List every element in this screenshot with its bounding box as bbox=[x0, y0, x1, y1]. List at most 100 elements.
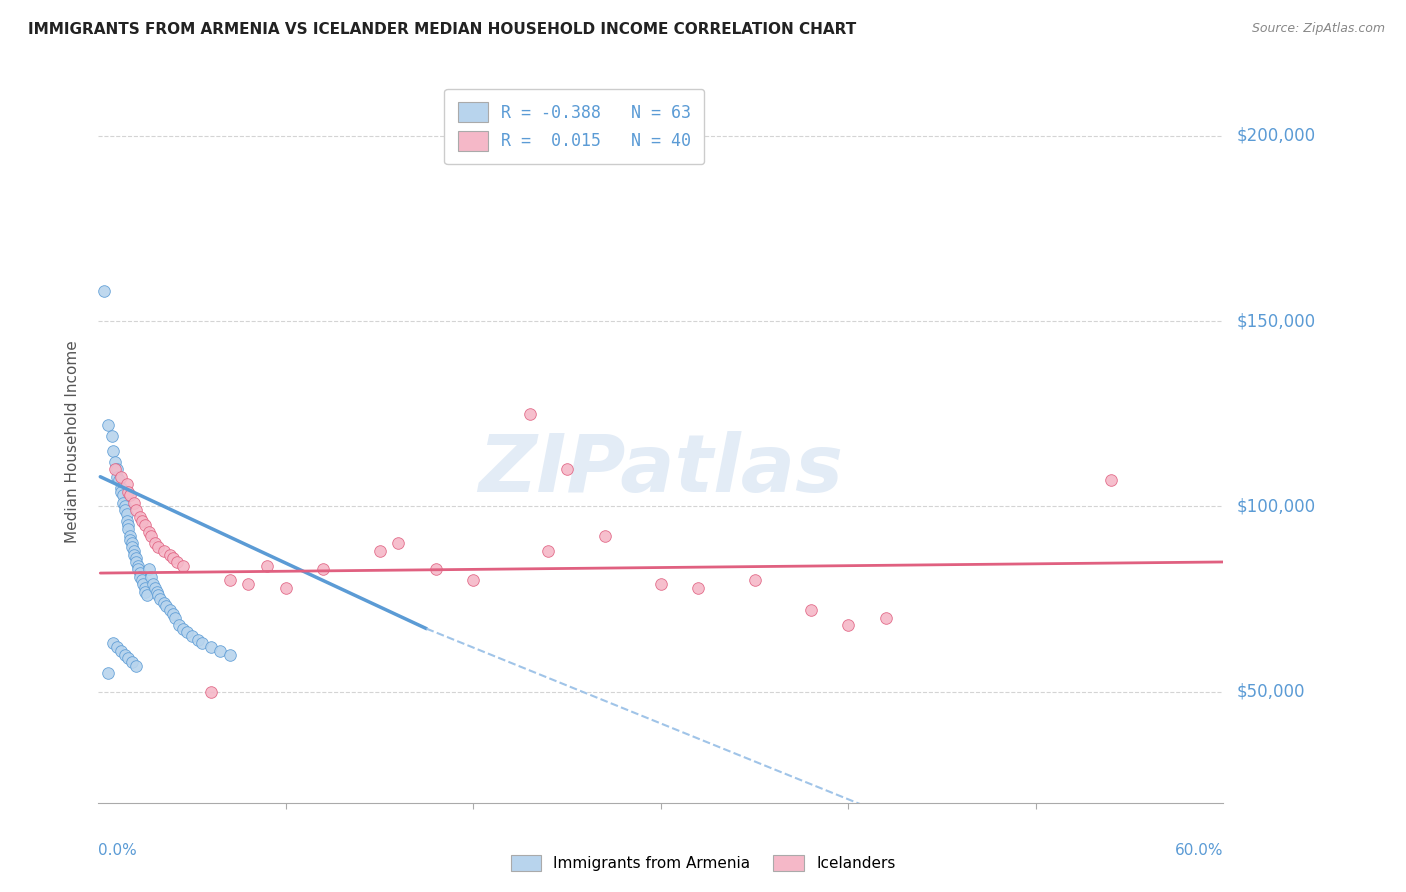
Point bbox=[148, 540, 170, 554]
Point bbox=[134, 581, 156, 595]
Text: ZIPatlas: ZIPatlas bbox=[478, 432, 844, 509]
Point bbox=[153, 596, 176, 610]
Point bbox=[800, 603, 823, 617]
Point bbox=[121, 655, 143, 669]
Point bbox=[117, 522, 139, 536]
Point bbox=[104, 462, 127, 476]
Point bbox=[172, 558, 194, 573]
Point bbox=[117, 651, 139, 665]
Point bbox=[143, 536, 166, 550]
Point bbox=[120, 488, 142, 502]
Point bbox=[100, 429, 122, 443]
Point bbox=[125, 503, 148, 517]
Point bbox=[93, 285, 115, 299]
Legend: R = -0.388   N = 63, R =  0.015   N = 40: R = -0.388 N = 63, R = 0.015 N = 40 bbox=[444, 88, 704, 164]
Point bbox=[110, 644, 132, 658]
Point bbox=[110, 469, 132, 483]
Point bbox=[108, 474, 131, 488]
Point bbox=[134, 584, 156, 599]
Point bbox=[97, 417, 120, 432]
Point bbox=[200, 684, 222, 698]
Point bbox=[167, 618, 190, 632]
Point bbox=[153, 544, 176, 558]
Point bbox=[166, 555, 188, 569]
Point bbox=[875, 610, 897, 624]
Point bbox=[121, 540, 143, 554]
Point bbox=[103, 636, 125, 650]
Point bbox=[138, 562, 160, 576]
Text: IMMIGRANTS FROM ARMENIA VS ICELANDER MEDIAN HOUSEHOLD INCOME CORRELATION CHART: IMMIGRANTS FROM ARMENIA VS ICELANDER MED… bbox=[28, 22, 856, 37]
Point bbox=[120, 529, 142, 543]
Point bbox=[132, 577, 155, 591]
Point bbox=[125, 658, 148, 673]
Point bbox=[149, 592, 172, 607]
Point bbox=[1099, 474, 1122, 488]
Point bbox=[200, 640, 222, 655]
Point bbox=[122, 496, 145, 510]
Point bbox=[122, 548, 145, 562]
Point bbox=[209, 644, 232, 658]
Point bbox=[190, 636, 212, 650]
Text: $100,000: $100,000 bbox=[1237, 498, 1316, 516]
Point bbox=[114, 503, 136, 517]
Point bbox=[131, 574, 153, 588]
Text: 60.0%: 60.0% bbox=[1175, 843, 1223, 857]
Point bbox=[128, 510, 150, 524]
Point bbox=[256, 558, 278, 573]
Point bbox=[148, 588, 170, 602]
Point bbox=[122, 544, 145, 558]
Point bbox=[136, 588, 159, 602]
Legend: Immigrants from Armenia, Icelanders: Immigrants from Armenia, Icelanders bbox=[505, 849, 901, 877]
Point bbox=[165, 610, 187, 624]
Point bbox=[139, 570, 162, 584]
Point bbox=[115, 514, 138, 528]
Y-axis label: Median Household Income: Median Household Income bbox=[65, 340, 80, 543]
Point bbox=[125, 551, 148, 566]
Point bbox=[162, 607, 184, 621]
Point bbox=[274, 581, 297, 595]
Point bbox=[425, 562, 447, 576]
Point bbox=[103, 443, 125, 458]
Text: 0.0%: 0.0% bbox=[98, 843, 138, 857]
Point bbox=[115, 477, 138, 491]
Point bbox=[387, 536, 409, 550]
Point bbox=[172, 622, 194, 636]
Point bbox=[218, 574, 240, 588]
Point bbox=[519, 407, 541, 421]
Point bbox=[159, 548, 181, 562]
Point bbox=[181, 629, 204, 643]
Point bbox=[117, 517, 139, 532]
Point bbox=[114, 500, 136, 514]
Point bbox=[537, 544, 560, 558]
Point bbox=[143, 581, 166, 595]
Point bbox=[463, 574, 485, 588]
Text: Source: ZipAtlas.com: Source: ZipAtlas.com bbox=[1251, 22, 1385, 36]
Point bbox=[128, 570, 150, 584]
Point bbox=[120, 533, 142, 547]
Point bbox=[128, 566, 150, 580]
Point bbox=[134, 517, 156, 532]
Point bbox=[218, 648, 240, 662]
Point bbox=[650, 577, 672, 591]
Text: $50,000: $50,000 bbox=[1237, 682, 1306, 700]
Text: $200,000: $200,000 bbox=[1237, 127, 1316, 145]
Point bbox=[111, 488, 134, 502]
Point bbox=[688, 581, 710, 595]
Point bbox=[176, 625, 198, 640]
Point bbox=[162, 551, 184, 566]
Point bbox=[105, 640, 128, 655]
Point bbox=[125, 555, 148, 569]
Point bbox=[138, 525, 160, 540]
Point bbox=[111, 496, 134, 510]
Text: $150,000: $150,000 bbox=[1237, 312, 1316, 330]
Point bbox=[117, 484, 139, 499]
Point bbox=[159, 603, 181, 617]
Point bbox=[127, 558, 149, 573]
Point bbox=[105, 462, 128, 476]
Point bbox=[145, 584, 167, 599]
Point bbox=[312, 562, 335, 576]
Point bbox=[837, 618, 859, 632]
Point bbox=[744, 574, 766, 588]
Point bbox=[110, 484, 132, 499]
Point bbox=[121, 536, 143, 550]
